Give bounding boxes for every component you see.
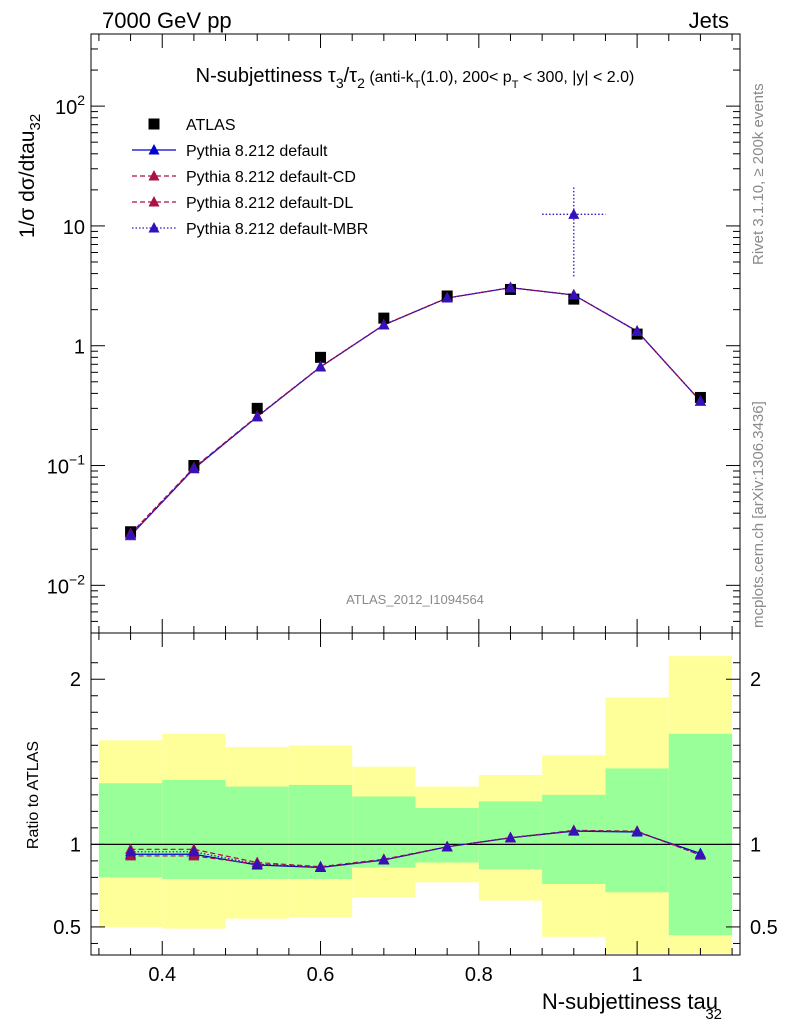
mc-series-line <box>130 287 701 536</box>
mc-marker <box>631 325 643 336</box>
y-tick-label: 10 <box>63 217 85 239</box>
mc-marker <box>694 395 706 406</box>
analysis-label: ATLAS_2012_I1094564 <box>346 592 484 607</box>
ratio-y-tick-label: 2 <box>70 669 81 691</box>
ratio-marker <box>125 845 137 857</box>
x-tick-label: 0.4 <box>148 964 176 986</box>
ratio-y-tick-label: 0.5 <box>53 917 81 939</box>
mc-marker <box>441 292 453 303</box>
legend-marker <box>148 170 160 181</box>
legend-label: Pythia 8.212 default-MBR <box>186 221 368 238</box>
ratio-y-tick-label-right: 0.5 <box>750 917 778 939</box>
legend-label: ATLAS <box>186 117 236 134</box>
uncertainty-band-green <box>98 783 163 878</box>
ratio-y-tick-label-right: 2 <box>750 669 761 691</box>
ratio-y-axis-title: Ratio to ATLAS <box>25 741 42 849</box>
mcplots-label: mcplots.cern.ch [arXiv:1306.3436] <box>750 401 767 628</box>
data-point-atlas <box>251 402 263 414</box>
mc-marker <box>125 528 137 540</box>
ratio-y-tick-label: 1 <box>70 834 81 856</box>
mc-series-line <box>130 287 701 537</box>
ratio-marker <box>315 861 327 872</box>
mc-marker <box>378 318 390 330</box>
ratio-panel: 0.4 0.6 0.8 1 0.5 0.5 1 1 2 2 Ratio to ATLAS N-subj… <box>25 632 778 1023</box>
legend-marker <box>148 222 160 233</box>
legend-label: Pythia 8.212 default-DL <box>186 195 353 212</box>
ratio-marker <box>694 848 706 859</box>
mc-marker <box>504 281 516 293</box>
ratio-marker <box>631 825 643 837</box>
main-panel: 10−2 10−1 1 10 102 1/σ dσ/dtau32 N-subjettines… <box>16 33 741 634</box>
ratio-marker <box>251 858 263 869</box>
legend-marker-atlas <box>148 118 160 130</box>
energy-label: 7000 GeV pp <box>102 8 232 33</box>
legend-label: Pythia 8.212 default <box>186 143 328 160</box>
mc-series-line <box>130 287 701 535</box>
uncertainty-band-green <box>415 808 479 863</box>
legend-label: Pythia 8.212 default-CD <box>186 169 356 186</box>
mc-marker <box>251 410 263 422</box>
x-tick-label: 0.8 <box>465 964 493 986</box>
y-axis-title: 1/σ dσ/dtau32 <box>16 114 44 238</box>
chart-title: N-subjettiness τ3/τ2 (anti-kT(1.0), 200<… <box>196 65 635 91</box>
uncertainty-band-green <box>542 794 606 884</box>
ratio-marker <box>568 824 580 836</box>
x-tick-label: 1 <box>632 964 643 986</box>
rivet-label: Rivet 3.1.10, ≥ 200k events <box>750 83 767 265</box>
uncertainty-band-green <box>162 779 226 880</box>
ratio-y-tick-label-right: 1 <box>750 834 761 856</box>
y-tick-label: 1 <box>74 337 85 359</box>
legend-marker <box>148 144 160 155</box>
x-axis-title: N-subjettiness tau 32 <box>542 989 722 1023</box>
mc-marker <box>188 462 200 473</box>
mc-marker <box>315 360 327 372</box>
x-tick-label: 0.6 <box>307 964 335 986</box>
ratio-marker <box>504 831 516 843</box>
ratio-marker <box>188 845 200 857</box>
ratio-marker <box>441 840 453 852</box>
y-tick-label: 102 <box>55 92 85 119</box>
data-point-atlas <box>315 351 327 363</box>
y-tick-label: 10−1 <box>47 452 85 479</box>
mc-series-line <box>130 287 701 537</box>
legend-marker <box>148 196 160 207</box>
ratio-series-line <box>130 830 701 868</box>
legend: ATLAS Pythia 8.212 default Pythia 8.212 de… <box>132 117 368 238</box>
ratio-marker <box>378 853 390 865</box>
outlier-marker <box>568 208 580 219</box>
category-label: Jets <box>689 8 729 33</box>
uncertainty-band-green <box>668 733 733 936</box>
data-point-atlas <box>378 312 390 324</box>
mc-marker <box>568 289 580 300</box>
y-tick-label: 10−2 <box>47 571 85 598</box>
